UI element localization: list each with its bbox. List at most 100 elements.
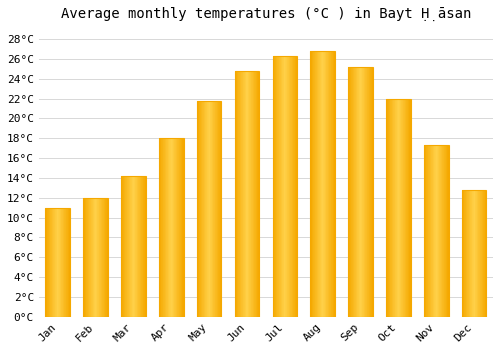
Bar	[291, 56, 292, 317]
Bar	[353, 67, 354, 317]
Bar	[159, 138, 184, 317]
Bar	[313, 51, 314, 317]
Bar	[161, 138, 162, 317]
Bar	[289, 56, 290, 317]
Bar	[159, 138, 160, 317]
Bar	[129, 176, 130, 317]
Bar	[122, 176, 123, 317]
Bar	[334, 51, 335, 317]
Bar	[326, 51, 327, 317]
Bar	[425, 145, 426, 317]
Bar	[96, 198, 97, 317]
Bar	[485, 190, 486, 317]
Bar	[164, 138, 165, 317]
Bar	[209, 102, 210, 317]
Bar	[221, 102, 222, 317]
Bar	[240, 71, 241, 317]
Bar	[320, 51, 321, 317]
Bar	[204, 102, 205, 317]
Bar	[160, 138, 161, 317]
Bar	[429, 145, 430, 317]
Bar	[52, 208, 53, 317]
Bar	[443, 145, 444, 317]
Bar	[256, 71, 257, 317]
Bar	[404, 98, 405, 317]
Bar	[177, 138, 178, 317]
Bar	[64, 208, 65, 317]
Bar	[317, 51, 318, 317]
Bar	[435, 145, 436, 317]
Bar	[132, 176, 133, 317]
Bar	[401, 98, 402, 317]
Bar	[241, 71, 242, 317]
Bar	[368, 67, 369, 317]
Bar	[255, 71, 256, 317]
Bar	[464, 190, 465, 317]
Bar	[133, 176, 134, 317]
Bar	[350, 67, 352, 317]
Bar	[333, 51, 334, 317]
Bar	[245, 71, 246, 317]
Bar	[275, 56, 276, 317]
Bar	[181, 138, 182, 317]
Bar	[254, 71, 255, 317]
Bar	[470, 190, 471, 317]
Bar	[477, 190, 478, 317]
Bar	[481, 190, 482, 317]
Bar	[208, 102, 209, 317]
Bar	[162, 138, 164, 317]
Bar	[175, 138, 176, 317]
Bar	[436, 145, 437, 317]
Bar	[474, 190, 476, 317]
Bar	[57, 208, 58, 317]
Bar	[321, 51, 322, 317]
Bar	[166, 138, 167, 317]
Bar	[329, 51, 330, 317]
Bar	[402, 98, 404, 317]
Bar	[426, 145, 427, 317]
Bar	[310, 51, 311, 317]
Bar	[330, 51, 332, 317]
Bar	[219, 102, 220, 317]
Bar	[442, 145, 443, 317]
Bar	[90, 198, 92, 317]
Bar	[349, 67, 350, 317]
Bar	[386, 98, 410, 317]
Bar	[85, 198, 86, 317]
Bar	[462, 190, 486, 317]
Bar	[212, 102, 213, 317]
Bar	[97, 198, 98, 317]
Bar	[468, 190, 469, 317]
Bar	[348, 67, 349, 317]
Bar	[213, 102, 214, 317]
Bar	[87, 198, 88, 317]
Bar	[121, 176, 146, 317]
Bar	[176, 138, 177, 317]
Bar	[394, 98, 396, 317]
Bar	[424, 145, 425, 317]
Bar	[62, 208, 64, 317]
Bar	[360, 67, 361, 317]
Bar	[173, 138, 174, 317]
Bar	[319, 51, 320, 317]
Bar	[94, 198, 95, 317]
Bar	[51, 208, 52, 317]
Bar	[393, 98, 394, 317]
Bar	[50, 208, 51, 317]
Bar	[84, 198, 85, 317]
Bar	[357, 67, 358, 317]
Bar	[392, 98, 393, 317]
Bar	[247, 71, 248, 317]
Bar	[428, 145, 429, 317]
Bar	[311, 51, 312, 317]
Bar	[145, 176, 146, 317]
Bar	[84, 198, 108, 317]
Bar	[278, 56, 280, 317]
Bar	[67, 208, 68, 317]
Bar	[103, 198, 104, 317]
Bar	[59, 208, 60, 317]
Bar	[142, 176, 144, 317]
Bar	[130, 176, 131, 317]
Bar	[396, 98, 397, 317]
Bar	[352, 67, 353, 317]
